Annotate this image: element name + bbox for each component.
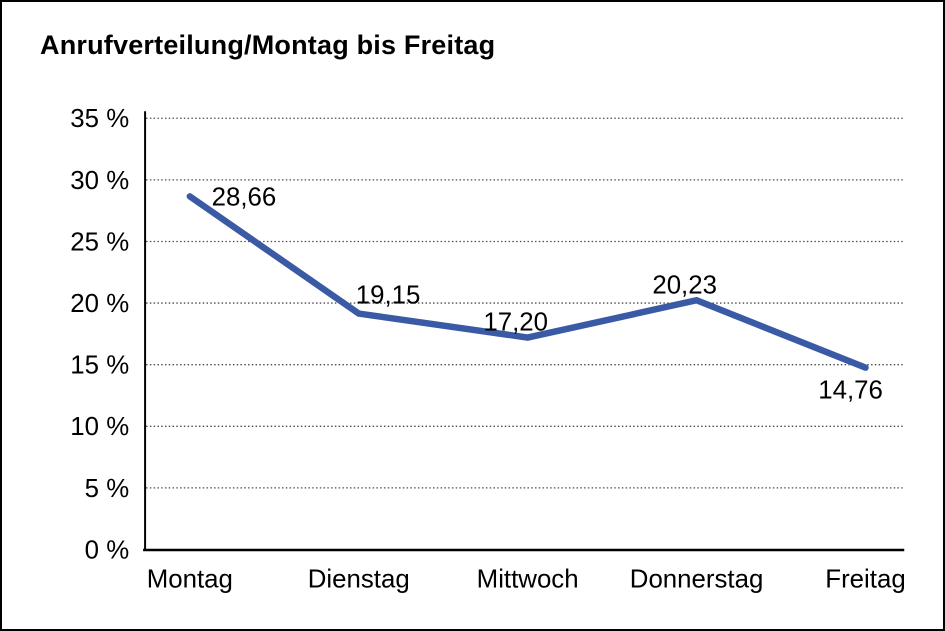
y-tick-label: 15 %	[70, 352, 129, 380]
data-point-label: 19,15	[356, 282, 421, 310]
y-tick-label: 5 %	[85, 475, 130, 503]
x-category-label: Donnerstag	[630, 565, 764, 593]
x-category-label: Dienstag	[308, 565, 410, 593]
x-category-label: Freitag	[825, 565, 905, 593]
y-tick-label: 20 %	[70, 290, 129, 318]
y-tick-label: 10 %	[70, 413, 129, 441]
data-point-label: 17,20	[483, 309, 548, 337]
y-tick-label: 25 %	[70, 228, 129, 256]
x-category-label: Montag	[147, 565, 233, 593]
data-series-line	[186, 193, 869, 371]
y-tick-label: 30 %	[70, 167, 129, 195]
data-point-label: 14,76	[818, 376, 883, 404]
y-tick-label: 0 %	[85, 536, 130, 564]
x-category-label: Mittwoch	[477, 565, 579, 593]
chart-title: Anrufverteilung/Montag bis Freitag	[40, 30, 496, 60]
data-point-label: 20,23	[652, 271, 717, 299]
data-point-label: 28,66	[212, 183, 277, 211]
y-tick-label: 35 %	[70, 105, 129, 133]
